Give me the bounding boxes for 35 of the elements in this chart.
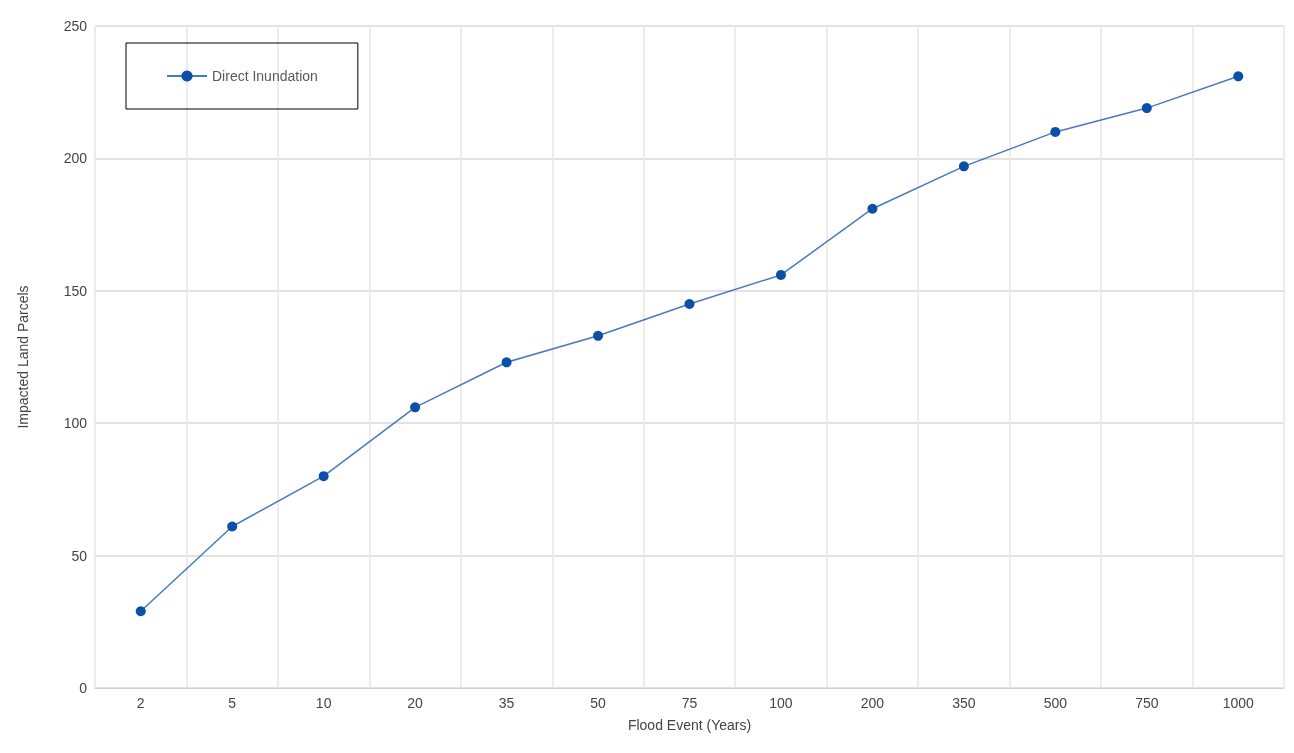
y-tick-label: 200 — [63, 150, 88, 167]
x-tick-label: 750 — [1135, 695, 1159, 711]
x-tick-label: 75 — [681, 695, 698, 711]
x-tick-label: 100 — [769, 695, 793, 711]
point — [1050, 126, 1061, 137]
point — [684, 299, 695, 310]
point — [501, 357, 512, 368]
x-tick-label: 50 — [590, 695, 607, 711]
x-tick-label: 2 — [136, 695, 145, 711]
point — [775, 269, 786, 280]
point — [593, 330, 604, 341]
y-tick-label: 0 — [79, 680, 88, 696]
legend-label: Direct Inundation — [212, 68, 318, 84]
point — [135, 606, 146, 617]
point — [958, 161, 969, 172]
x-tick-label: 1000 — [1222, 695, 1255, 711]
point — [1141, 103, 1152, 114]
x-tick-label: 20 — [407, 695, 424, 711]
x-tick-label: 35 — [498, 695, 515, 711]
y-tick-label: 250 — [63, 18, 88, 34]
y-tick-label: 50 — [71, 547, 88, 564]
x-axis-title: Flood Event (Years) — [627, 717, 752, 733]
point — [410, 402, 421, 413]
point — [867, 203, 878, 214]
y-tick-label: 100 — [63, 415, 88, 432]
point — [227, 521, 238, 532]
point — [318, 471, 329, 482]
y-tick-label: 150 — [63, 282, 88, 299]
x-tick-label: 200 — [860, 695, 885, 711]
point — [1233, 71, 1244, 82]
x-tick-label: 350 — [952, 695, 976, 711]
x-tick-label: 5 — [228, 695, 237, 711]
x-tick-label: 500 — [1043, 695, 1068, 711]
x-tick-label: 10 — [315, 695, 332, 711]
y-axis-title: Impacted Land Parcels — [15, 285, 31, 429]
